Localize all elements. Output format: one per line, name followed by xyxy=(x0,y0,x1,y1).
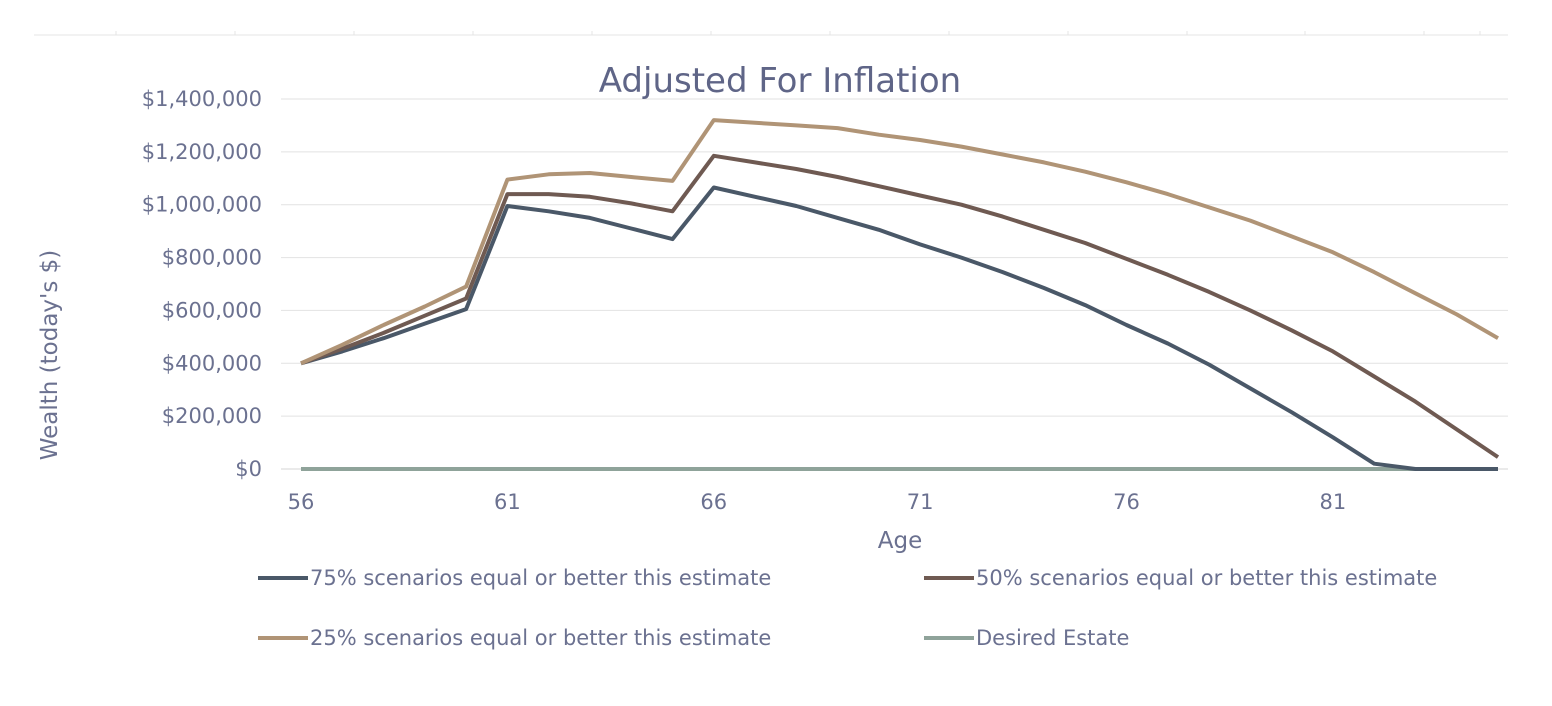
y-tick-label: $200,000 xyxy=(162,404,262,428)
x-tick-label: 66 xyxy=(700,490,727,514)
x-tick-label: 76 xyxy=(1113,490,1140,514)
y-tick-label: $1,000,000 xyxy=(142,193,262,217)
legend: 75% scenarios equal or better this estim… xyxy=(258,566,1437,650)
legend-label: 25% scenarios equal or better this estim… xyxy=(310,626,771,650)
y-axis-ticks: $0 $200,000 $400,000 $600,000 $800,000 $1,000… xyxy=(142,87,262,481)
legend-label: 50% scenarios equal or better this estim… xyxy=(976,566,1437,590)
y-tick-label: $400,000 xyxy=(162,351,262,375)
x-tick-label: 81 xyxy=(1320,490,1347,514)
x-tick-label: 61 xyxy=(494,490,521,514)
legend-label: Desired Estate xyxy=(976,626,1129,650)
y-axis-title: Wealth (today's $) xyxy=(37,250,63,461)
y-tick-label: $1,400,000 xyxy=(142,87,262,111)
chart-title: Adjusted For Inflation xyxy=(599,61,961,101)
series-line-1 xyxy=(300,153,1500,459)
x-tick-label: 71 xyxy=(907,490,934,514)
y-tick-label: $0 xyxy=(235,457,262,481)
chart-frame xyxy=(34,31,1508,36)
x-axis-title: Age xyxy=(878,528,922,554)
x-tick-label: 56 xyxy=(288,490,315,514)
series-line-2 xyxy=(300,118,1499,366)
x-axis-ticks: 56 61 66 71 76 81 xyxy=(288,490,1347,514)
series-line-0 xyxy=(300,185,1498,471)
series-lines xyxy=(300,118,1500,471)
y-tick-label: $800,000 xyxy=(162,246,262,270)
y-tick-label: $1,200,000 xyxy=(142,140,262,164)
legend-label: 75% scenarios equal or better this estim… xyxy=(310,566,771,590)
y-tick-label: $600,000 xyxy=(162,298,262,322)
